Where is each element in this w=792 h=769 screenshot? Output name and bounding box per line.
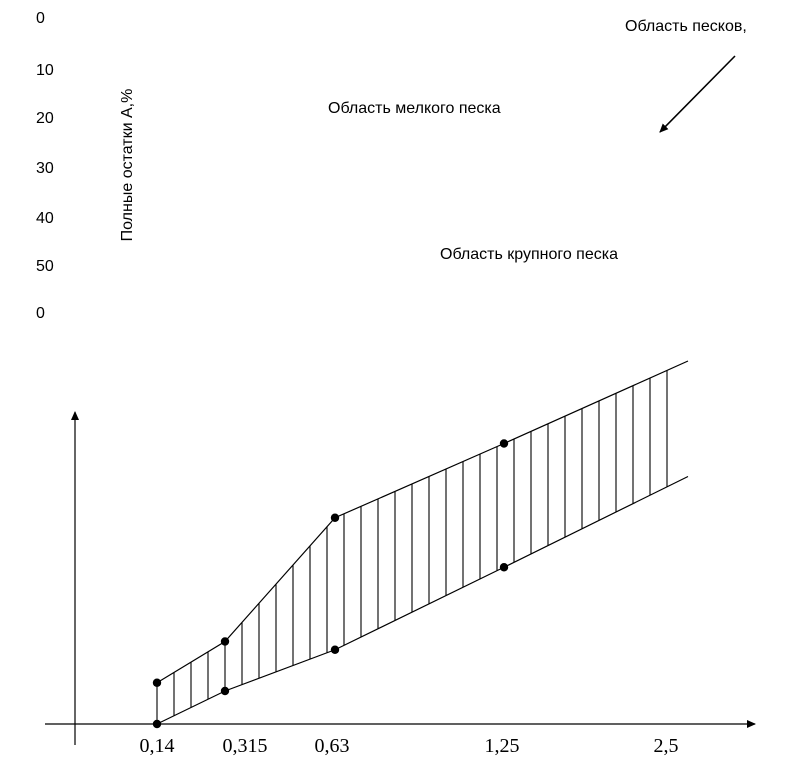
point-lower-3 <box>499 563 509 572</box>
point-lower-2 <box>330 645 340 654</box>
annotation-all-sands: Область песков, <box>625 18 747 35</box>
point-lower-0 <box>152 719 162 729</box>
point-upper-1 <box>220 637 230 646</box>
point-upper-0 <box>152 678 162 687</box>
annotation-arrow <box>659 55 736 133</box>
x-tick-1: 0,315 <box>222 735 268 757</box>
y-tick-6: 0 <box>36 305 45 322</box>
series-line-upper <box>156 360 689 684</box>
series-line-lower <box>156 475 689 725</box>
y-tick-3: 30 <box>36 160 54 177</box>
x-tick-3: 1,25 <box>484 735 520 757</box>
point-lower-1 <box>220 686 230 696</box>
hatch-group <box>156 370 668 724</box>
data-points <box>152 439 509 729</box>
y-tick-5: 50 <box>36 258 54 275</box>
y-tick-0: 0 <box>36 10 45 27</box>
point-upper-3 <box>499 439 509 448</box>
point-upper-2 <box>330 513 340 522</box>
y-tick-2: 20 <box>36 110 54 127</box>
annotation-fine-sand: Область мелкого песка <box>328 100 501 117</box>
annotation-coarse-sand: Область крупного песка <box>440 246 618 263</box>
x-tick-4: 2,5 <box>653 735 679 757</box>
y-tick-4: 40 <box>36 210 54 227</box>
x-tick-2: 0,63 <box>314 735 350 757</box>
y-tick-1: 10 <box>36 62 54 79</box>
x-tick-0: 0,14 <box>139 735 175 757</box>
